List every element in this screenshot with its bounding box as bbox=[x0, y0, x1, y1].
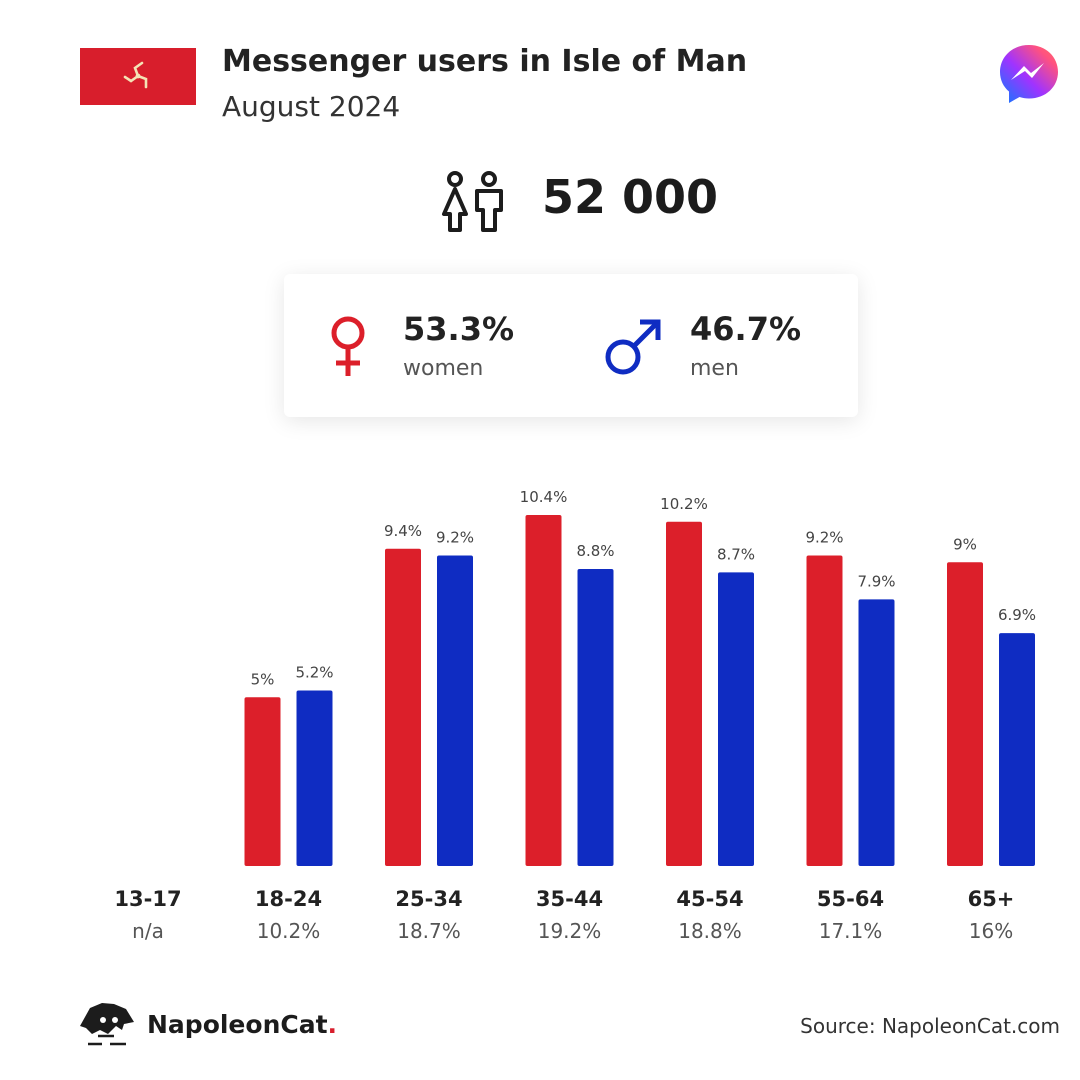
age-group-share: 18.7% bbox=[397, 919, 461, 943]
bar-men-55-64 bbox=[858, 599, 895, 866]
bar-label-women-25-34: 9.4% bbox=[384, 522, 422, 540]
isle-of-man-flag bbox=[80, 48, 196, 105]
bar-label-men-65+: 6.9% bbox=[998, 606, 1036, 624]
bar-women-65+ bbox=[947, 562, 983, 866]
bar-men-25-34 bbox=[437, 555, 473, 866]
brand-dot: . bbox=[327, 1010, 338, 1039]
bar-label-women-35-44: 10.4% bbox=[520, 488, 568, 506]
bar-label-men-25-34: 9.2% bbox=[436, 529, 474, 547]
bar-label-men-35-44: 8.8% bbox=[576, 542, 614, 560]
men-label: men bbox=[690, 356, 739, 381]
female-symbol-icon bbox=[324, 314, 372, 378]
age-group-share: 10.2% bbox=[257, 919, 321, 943]
bar-men-18-24 bbox=[296, 690, 333, 866]
bar-men-45-54 bbox=[718, 572, 754, 866]
bar-label-men-45-54: 8.7% bbox=[717, 545, 755, 563]
age-group-label: 55-64 bbox=[817, 887, 884, 911]
bar-women-45-54 bbox=[666, 521, 702, 866]
bar-label-women-65+: 9% bbox=[953, 535, 977, 553]
age-group-label: 18-24 bbox=[255, 887, 322, 911]
napoleoncat-logo-icon bbox=[78, 1000, 136, 1050]
age-group-share: 16% bbox=[969, 919, 1013, 943]
bar-women-35-44 bbox=[525, 515, 562, 866]
page-title: Messenger users in Isle of Man bbox=[222, 44, 748, 79]
source-text: Source: NapoleonCat.com bbox=[800, 1014, 1060, 1038]
age-group-label: 65+ bbox=[968, 887, 1015, 911]
bar-label-men-18-24: 5.2% bbox=[295, 664, 333, 682]
age-group-share: 17.1% bbox=[819, 919, 883, 943]
bar-men-35-44 bbox=[577, 569, 614, 866]
bar-women-55-64 bbox=[806, 555, 843, 866]
age-group-share: 18.8% bbox=[678, 919, 742, 943]
bar-label-men-55-64: 7.9% bbox=[857, 572, 895, 590]
age-group-label: 13-17 bbox=[114, 887, 181, 911]
people-icon bbox=[437, 170, 507, 236]
bar-label-women-55-64: 9.2% bbox=[805, 529, 843, 547]
age-group-label: 35-44 bbox=[536, 887, 603, 911]
total-users-value: 52 000 bbox=[542, 170, 719, 224]
messenger-logo-icon bbox=[997, 42, 1061, 106]
gender-split-card: 53.3% women 46.7% men bbox=[284, 274, 858, 417]
age-group-share: n/a bbox=[132, 919, 164, 943]
age-group-share: 19.2% bbox=[538, 919, 602, 943]
triskelion-icon bbox=[123, 61, 148, 89]
bar-label-women-18-24: 5% bbox=[251, 670, 275, 688]
bar-women-18-24 bbox=[244, 697, 281, 866]
bar-label-women-45-54: 10.2% bbox=[660, 495, 708, 513]
age-group-label: 25-34 bbox=[395, 887, 462, 911]
male-symbol-icon bbox=[602, 314, 668, 378]
bar-women-25-34 bbox=[385, 548, 421, 866]
women-label: women bbox=[403, 356, 484, 381]
brand-name: NapoleonCat. bbox=[147, 1010, 338, 1039]
women-percentage: 53.3% bbox=[403, 310, 515, 348]
page-subtitle: August 2024 bbox=[222, 90, 401, 123]
bar-men-65+ bbox=[999, 633, 1035, 866]
men-percentage: 46.7% bbox=[690, 310, 802, 348]
age-group-label: 45-54 bbox=[676, 887, 743, 911]
